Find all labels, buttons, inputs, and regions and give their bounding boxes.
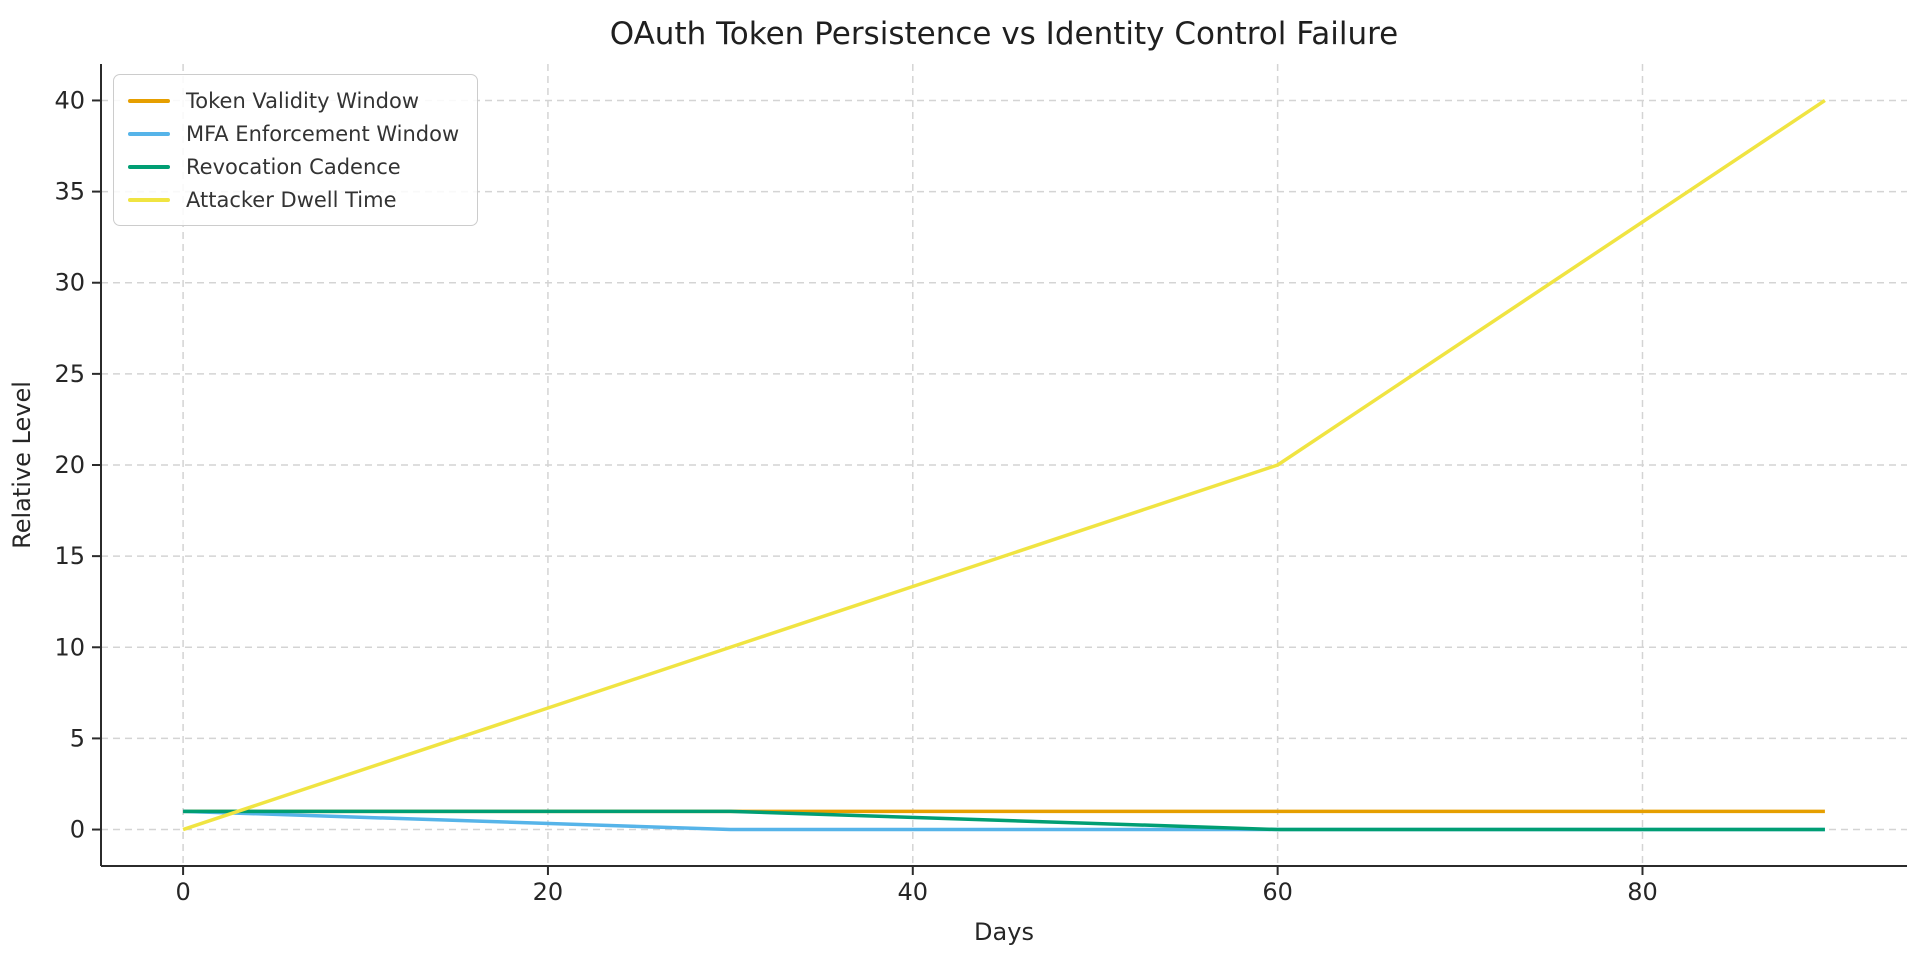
legend: Token Validity Window MFA Enforcement Win…	[113, 74, 479, 226]
legend-line-swatch	[128, 197, 170, 202]
y-tick-label: 35	[54, 178, 85, 206]
legend-label: Attacker Dwell Time	[186, 187, 397, 212]
x-tick-label: 40	[898, 878, 929, 906]
y-tick-label: 5	[70, 724, 85, 752]
y-tick-label: 0	[70, 816, 85, 844]
series-line	[183, 809, 1825, 832]
series-line	[182, 98, 1826, 832]
x-tick-label: 0	[175, 878, 190, 906]
x-tick-label: 80	[1627, 878, 1658, 906]
gridlines	[101, 64, 1907, 866]
legend-item: Revocation Cadence	[128, 150, 459, 183]
x-tick-label: 60	[1262, 878, 1293, 906]
chart-title: OAuth Token Persistence vs Identity Cont…	[610, 16, 1399, 52]
axis-ticks	[92, 99, 1644, 875]
data-series	[182, 98, 1826, 832]
legend-label: Token Validity Window	[186, 88, 419, 113]
axis-tick-labels: 0 20 40 60 80 0 5 10 15 20 25 30 35 40	[54, 86, 1657, 906]
y-tick-label: 30	[54, 269, 85, 297]
y-axis-label: Relative Level	[8, 381, 36, 549]
y-tick-label: 10	[54, 633, 85, 661]
legend-line-swatch	[128, 131, 170, 136]
legend-item: MFA Enforcement Window	[128, 117, 459, 150]
y-tick-label: 15	[54, 542, 85, 570]
legend-label: MFA Enforcement Window	[186, 121, 460, 146]
x-axis-label: Days	[974, 918, 1034, 946]
legend-line-swatch	[128, 98, 170, 103]
legend-line-swatch	[128, 164, 170, 169]
x-tick-label: 20	[533, 878, 564, 906]
legend-label: Revocation Cadence	[186, 154, 401, 179]
y-tick-label: 20	[54, 451, 85, 479]
y-tick-label: 40	[54, 86, 85, 114]
legend-item: Token Validity Window	[128, 84, 459, 117]
legend-item: Attacker Dwell Time	[128, 183, 459, 216]
y-tick-label: 25	[54, 360, 85, 388]
